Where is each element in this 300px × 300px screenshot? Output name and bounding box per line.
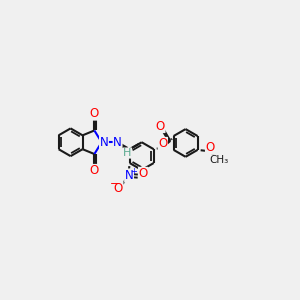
Text: N: N bbox=[100, 136, 108, 149]
Text: −: − bbox=[110, 178, 119, 189]
Text: H: H bbox=[123, 148, 131, 158]
Text: O: O bbox=[158, 137, 167, 151]
Text: N: N bbox=[125, 169, 134, 182]
Text: O: O bbox=[139, 167, 148, 180]
Text: O: O bbox=[90, 107, 99, 120]
Text: +: + bbox=[130, 167, 137, 176]
Text: CH₃: CH₃ bbox=[210, 155, 229, 165]
Text: O: O bbox=[156, 119, 165, 133]
Text: O: O bbox=[90, 164, 99, 178]
Text: O: O bbox=[114, 182, 123, 195]
Text: N: N bbox=[113, 136, 122, 149]
Text: O: O bbox=[206, 141, 215, 154]
